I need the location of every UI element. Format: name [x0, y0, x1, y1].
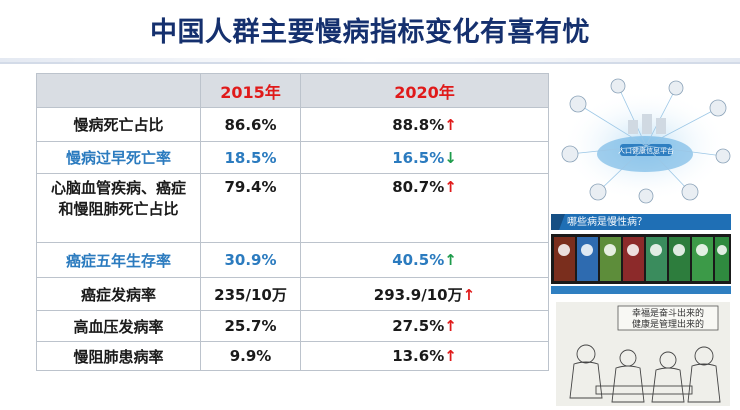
value-2020-cell: 293.9/10万↑	[300, 277, 549, 311]
value-2020: 13.6%	[392, 347, 445, 365]
value-2020-cell: 16.5%↓	[300, 141, 549, 174]
title-divider-accent	[0, 62, 740, 64]
row-label-line2: 和慢阻肺死亡占比	[58, 200, 179, 218]
trend-up-green-arrow-icon: ↑	[444, 251, 457, 269]
value-2015: 86.6%	[200, 107, 301, 142]
table-row: 癌症五年生存率 30.9% 40.5%↑	[36, 242, 549, 278]
table-row: 癌症发病率 235/10万 293.9/10万↑	[36, 277, 549, 311]
table-row: 慢阻肺患病率 9.9% 13.6%↑	[36, 341, 549, 371]
header-year-2015: 2015年	[200, 73, 301, 108]
table-row: 高血压发病率 25.7% 27.5%↑	[36, 310, 549, 342]
health-platform-network-illustration: 人口健康信息平台	[558, 74, 732, 206]
row-label: 癌症发病率	[36, 277, 201, 311]
platform-label: 人口健康信息平台	[618, 146, 674, 155]
value-2020: 40.5%	[392, 251, 445, 269]
value-2015: 18.5%	[200, 141, 301, 174]
row-label-line1: 心脑血管疾病、癌症	[50, 179, 186, 197]
trend-up-arrow-icon: ↑	[444, 347, 457, 365]
row-label: 心脑血管疾病、癌症 和慢阻肺死亡占比	[36, 173, 201, 243]
title-divider	[0, 58, 740, 62]
row-label: 慢病死亡占比	[36, 107, 201, 142]
value-2020: 293.9/10万	[373, 285, 463, 304]
value-2020-cell: 88.8%↑	[300, 107, 549, 142]
header-year-2020: 2020年	[300, 73, 549, 108]
network-diagram-icon: 人口健康信息平台	[561, 78, 731, 204]
trend-up-arrow-icon: ↑	[444, 317, 457, 335]
table-row: 心脑血管疾病、癌症 和慢阻肺死亡占比 79.4% 80.7%↑	[36, 173, 549, 243]
table-row: 慢病死亡占比 86.6% 88.8%↑	[36, 107, 549, 142]
table-header-row: 2015年 2020年	[36, 73, 549, 108]
value-2020-cell: 80.7%↑	[300, 173, 549, 243]
header-empty-cell	[36, 73, 201, 108]
chronic-disease-banner-illustration: 哪些病是慢性病？	[551, 210, 731, 300]
sketch-drawing-illustration: 幸福是奋斗出来的 健康是管理出来的	[556, 302, 730, 406]
value-2020: 16.5%	[392, 148, 445, 167]
value-2015: 30.9%	[200, 242, 301, 278]
value-2015: 25.7%	[200, 310, 301, 342]
trend-down-arrow-icon: ↓	[444, 148, 457, 167]
value-2020: 88.8%	[392, 115, 445, 134]
row-label: 癌症五年生存率	[36, 242, 201, 278]
sketch-caption-line2: 健康是管理出来的	[632, 318, 704, 330]
row-label: 慢病过早死亡率	[36, 141, 201, 174]
value-2015: 79.4%	[200, 173, 301, 243]
banner-question: 哪些病是慢性病？	[567, 215, 647, 228]
trend-up-arrow-icon: ↑	[444, 115, 457, 134]
value-2020-cell: 27.5%↑	[300, 310, 549, 342]
row-label: 慢阻肺患病率	[36, 341, 201, 371]
value-2020-cell: 13.6%↑	[300, 341, 549, 371]
table-row: 慢病过早死亡率 18.5% 16.5%↓	[36, 141, 549, 174]
value-2015: 235/10万	[200, 277, 301, 311]
value-2015: 9.9%	[200, 341, 301, 371]
sketch-caption-line1: 幸福是奋斗出来的	[632, 307, 704, 319]
trend-up-arrow-icon: ↑	[462, 285, 476, 304]
slide-title: 中国人群主要慢病指标变化有喜有忧	[150, 17, 590, 48]
trend-up-arrow-icon: ↑	[444, 178, 457, 196]
value-2020: 27.5%	[392, 317, 445, 335]
value-2020-cell: 40.5%↑	[300, 242, 549, 278]
sketch-figures-icon: 幸福是奋斗出来的 健康是管理出来的	[556, 302, 730, 406]
disease-banner-icon: 哪些病是慢性病？	[551, 210, 731, 300]
row-label: 高血压发病率	[36, 310, 201, 342]
chronic-disease-indicator-table: 2015年 2020年 慢病死亡占比 86.6% 88.8%↑ 慢病过早死亡率 …	[36, 73, 549, 371]
value-2020: 80.7%	[392, 178, 445, 196]
